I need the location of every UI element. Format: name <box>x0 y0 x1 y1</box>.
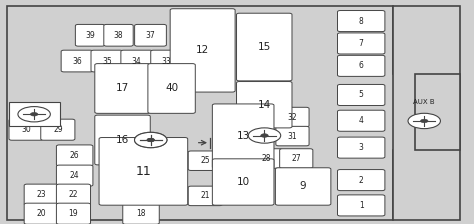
Text: 34: 34 <box>132 56 142 66</box>
Circle shape <box>420 119 428 123</box>
Text: 37: 37 <box>146 31 155 40</box>
FancyBboxPatch shape <box>24 184 58 205</box>
Text: 33: 33 <box>162 56 172 66</box>
FancyBboxPatch shape <box>148 64 195 113</box>
Polygon shape <box>415 74 460 150</box>
Text: 31: 31 <box>288 131 297 141</box>
FancyBboxPatch shape <box>95 115 150 165</box>
Text: 36: 36 <box>72 56 82 66</box>
Circle shape <box>261 134 268 137</box>
FancyBboxPatch shape <box>188 186 222 206</box>
Polygon shape <box>7 6 415 220</box>
FancyBboxPatch shape <box>104 24 133 46</box>
FancyBboxPatch shape <box>188 151 222 170</box>
Text: 29: 29 <box>53 125 63 134</box>
FancyBboxPatch shape <box>24 203 58 224</box>
FancyBboxPatch shape <box>9 119 43 140</box>
Text: 39: 39 <box>85 31 95 40</box>
Text: 11: 11 <box>136 165 151 178</box>
FancyBboxPatch shape <box>41 119 75 140</box>
Text: 25: 25 <box>201 156 210 165</box>
Text: 20: 20 <box>36 209 46 218</box>
FancyBboxPatch shape <box>275 168 331 205</box>
FancyBboxPatch shape <box>337 33 385 54</box>
Text: 6: 6 <box>359 61 364 70</box>
Text: 14: 14 <box>258 100 271 110</box>
Circle shape <box>30 112 38 116</box>
FancyBboxPatch shape <box>123 203 159 224</box>
Text: 32: 32 <box>288 112 297 122</box>
FancyBboxPatch shape <box>170 9 235 92</box>
Text: 7: 7 <box>359 39 364 48</box>
FancyBboxPatch shape <box>75 24 105 46</box>
Text: 12: 12 <box>196 45 209 55</box>
FancyBboxPatch shape <box>61 50 93 72</box>
Text: 10: 10 <box>237 177 250 187</box>
Text: 5: 5 <box>359 90 364 99</box>
Text: 16: 16 <box>116 135 129 145</box>
FancyBboxPatch shape <box>91 50 123 72</box>
Text: 8: 8 <box>359 17 364 26</box>
FancyBboxPatch shape <box>151 50 182 72</box>
Text: 24: 24 <box>70 171 80 180</box>
FancyBboxPatch shape <box>212 104 274 168</box>
Text: 28: 28 <box>261 154 271 163</box>
FancyBboxPatch shape <box>337 110 385 131</box>
FancyBboxPatch shape <box>135 24 166 46</box>
Text: 23: 23 <box>36 190 46 199</box>
FancyBboxPatch shape <box>337 84 385 106</box>
FancyBboxPatch shape <box>276 107 309 127</box>
Text: 1: 1 <box>359 201 364 210</box>
FancyBboxPatch shape <box>56 203 91 224</box>
FancyBboxPatch shape <box>337 170 385 191</box>
Text: 35: 35 <box>102 56 112 66</box>
Text: 3: 3 <box>359 143 364 152</box>
Text: 17: 17 <box>116 84 129 93</box>
Text: 22: 22 <box>69 190 78 199</box>
Text: Fuse-Box.info: Fuse-Box.info <box>245 177 305 186</box>
FancyBboxPatch shape <box>276 126 309 146</box>
FancyBboxPatch shape <box>337 55 385 76</box>
Text: 2: 2 <box>359 176 364 185</box>
FancyBboxPatch shape <box>56 145 93 166</box>
FancyBboxPatch shape <box>237 82 292 128</box>
Text: 27: 27 <box>292 154 301 163</box>
Text: AUX B: AUX B <box>413 99 435 105</box>
FancyBboxPatch shape <box>337 137 385 158</box>
FancyBboxPatch shape <box>95 64 150 113</box>
Text: 9: 9 <box>300 181 306 192</box>
Circle shape <box>147 138 155 142</box>
FancyBboxPatch shape <box>237 13 292 81</box>
Text: 4: 4 <box>359 116 364 125</box>
Circle shape <box>147 138 155 142</box>
Circle shape <box>248 128 281 143</box>
Text: 18: 18 <box>136 209 146 218</box>
FancyBboxPatch shape <box>56 165 93 186</box>
FancyBboxPatch shape <box>249 149 283 168</box>
Circle shape <box>135 132 167 148</box>
Circle shape <box>18 107 50 122</box>
Text: 40: 40 <box>165 84 178 93</box>
FancyBboxPatch shape <box>9 102 60 126</box>
FancyBboxPatch shape <box>337 11 385 32</box>
Polygon shape <box>393 6 460 220</box>
FancyBboxPatch shape <box>56 184 91 205</box>
FancyBboxPatch shape <box>337 195 385 216</box>
FancyBboxPatch shape <box>99 138 188 205</box>
Text: 38: 38 <box>114 31 123 40</box>
Text: 15: 15 <box>258 42 271 52</box>
Text: 26: 26 <box>70 151 80 160</box>
FancyBboxPatch shape <box>212 159 274 205</box>
FancyBboxPatch shape <box>121 50 153 72</box>
FancyBboxPatch shape <box>280 149 313 168</box>
Circle shape <box>408 113 440 129</box>
Text: 21: 21 <box>201 191 210 200</box>
Text: 19: 19 <box>69 209 78 218</box>
Text: 30: 30 <box>21 125 31 134</box>
Circle shape <box>135 132 167 148</box>
Text: 13: 13 <box>237 131 250 141</box>
